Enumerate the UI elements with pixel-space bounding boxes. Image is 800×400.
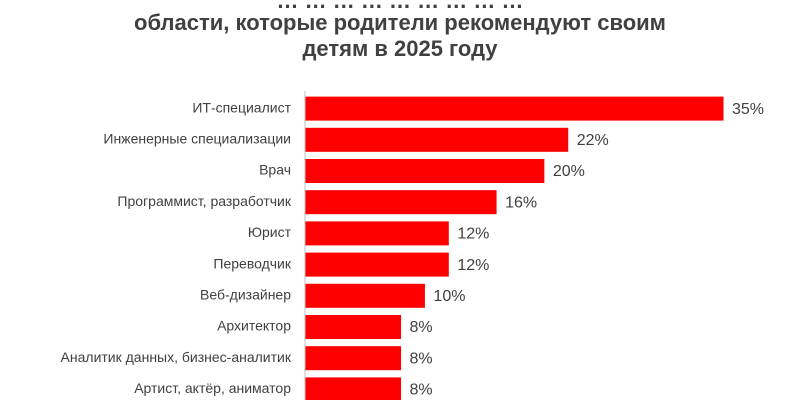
bar [305, 159, 545, 183]
bar [305, 377, 402, 400]
category-label: Врач [259, 162, 291, 178]
data-label: 10% [433, 288, 465, 305]
category-label: Программист, разработчик [117, 193, 291, 209]
chart-title-line-2: области, которые родители рекомендуют св… [134, 10, 666, 35]
category-label: Веб-дизайнер [200, 287, 291, 303]
bars-layer: ИТ-специалист 35% Инженерные специализации… [61, 96, 764, 400]
bar [305, 127, 569, 152]
bar [305, 252, 449, 277]
data-label: 16% [505, 194, 537, 211]
bar [305, 190, 497, 215]
bar [305, 346, 402, 371]
category-label: Артист, актёр, аниматор [134, 380, 291, 396]
data-label: 22% [577, 132, 609, 149]
bar [305, 96, 724, 121]
category-label: Инженерные специализации [103, 131, 291, 147]
data-label: 8% [410, 382, 433, 399]
data-label: 12% [457, 226, 489, 243]
bar [305, 315, 402, 339]
category-label: Аналитик данных, бизнес-аналитик [61, 349, 292, 365]
chart-title-line-1: … … … … … … … … … [276, 0, 524, 13]
data-label: 8% [410, 350, 433, 367]
category-label: Юрист [248, 224, 292, 240]
bar [305, 283, 425, 308]
data-label: 35% [732, 101, 764, 118]
chart-title-line-3: детям в 2025 году [302, 36, 498, 61]
category-label: ИТ-специалист [192, 99, 291, 115]
data-label: 20% [553, 163, 585, 180]
category-label: Переводчик [213, 255, 291, 271]
category-label: Архитектор [217, 318, 291, 334]
data-label: 12% [457, 257, 489, 274]
bar [305, 221, 449, 246]
data-label: 8% [410, 319, 433, 336]
